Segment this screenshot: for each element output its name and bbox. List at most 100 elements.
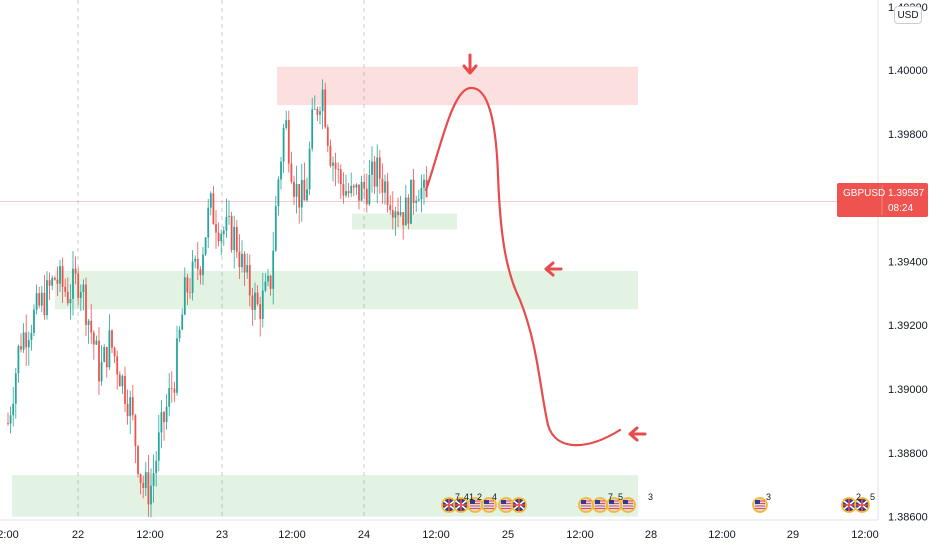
candle-body <box>311 109 314 149</box>
candle-body <box>199 269 202 276</box>
candle-body <box>209 193 212 208</box>
candle-body <box>207 207 210 238</box>
candle-body <box>48 280 51 286</box>
candle-body <box>30 332 33 341</box>
candle-body <box>376 157 379 187</box>
candle-body <box>264 281 267 291</box>
candle-body <box>272 250 275 289</box>
candle-body <box>126 403 129 417</box>
candle-body <box>173 388 176 393</box>
currency-button[interactable]: USD <box>894 6 922 24</box>
event-count: 41 <box>464 492 474 502</box>
time-axis[interactable]: 2:00 22 12:00 23 12:00 24 12:00 25 12:00 28 12:00 2… <box>0 519 879 541</box>
countdown-label: 08:24 <box>888 203 913 214</box>
us-flag-icon[interactable] <box>620 497 636 513</box>
demand-zone <box>352 213 457 230</box>
candle-body <box>25 332 28 348</box>
candle-body <box>66 291 69 304</box>
candle-body <box>332 162 334 166</box>
candle-body <box>111 330 113 348</box>
candle-body <box>274 206 277 251</box>
price-axis[interactable]: 1.386001.388001.390001.392001.394001.396… <box>877 0 928 524</box>
candle-body <box>342 184 345 196</box>
price-tick-label: 1.38800 <box>888 448 928 460</box>
uk-flag-icon[interactable] <box>841 497 857 513</box>
candle-body <box>150 485 152 505</box>
candle-body <box>407 197 410 224</box>
candle-body <box>326 127 329 146</box>
candle-body <box>79 292 82 298</box>
candle-body <box>290 163 293 182</box>
price-tick-label: 1.39800 <box>888 129 928 141</box>
candle-body <box>337 169 340 170</box>
symbol-label: GBPUSD <box>843 188 885 199</box>
candle-body <box>124 375 126 404</box>
candle-body <box>72 268 74 299</box>
candle-body <box>352 185 355 188</box>
us-flag-icon[interactable] <box>592 497 608 513</box>
candle-body <box>248 265 251 296</box>
candle-body <box>189 292 191 294</box>
us-flag-icon[interactable] <box>578 497 594 513</box>
candle-body <box>285 120 288 128</box>
us-flag-icon[interactable] <box>481 497 497 513</box>
event-count: 7 <box>608 492 613 502</box>
candle-body <box>38 293 41 306</box>
candle-body <box>170 388 173 389</box>
event-count: 5 <box>618 492 623 502</box>
uk-flag-icon[interactable] <box>511 497 527 513</box>
time-tick-label: 25 <box>502 529 514 541</box>
candle-body <box>59 266 61 284</box>
us-flag-icon[interactable] <box>752 497 768 513</box>
candle-body <box>298 184 301 208</box>
uk-flag-icon[interactable] <box>854 497 870 513</box>
candle-body <box>251 295 254 310</box>
time-tick-label: 2:00 <box>0 529 19 541</box>
candle-body <box>371 161 373 175</box>
candle-body <box>191 261 194 293</box>
candle-body <box>7 423 9 424</box>
event-markers[interactable]: 7 41 2 4 7 5 3 3 2 5 <box>441 492 875 513</box>
candle-body <box>46 280 48 316</box>
candle-body <box>293 181 295 197</box>
candle-body <box>183 277 186 315</box>
candle-body <box>368 174 371 205</box>
candle-body <box>77 273 80 298</box>
candle-body <box>241 253 243 268</box>
candle-body <box>43 292 46 316</box>
us-flag-icon[interactable] <box>498 497 514 513</box>
time-tick-label: 12:00 <box>566 529 594 541</box>
candle-body <box>103 346 106 362</box>
candle-body <box>277 179 280 207</box>
candle-body <box>256 292 259 305</box>
candle-body <box>147 472 150 505</box>
candle-body <box>90 320 93 333</box>
price-tick-label: 1.40000 <box>888 65 928 77</box>
candle-body <box>61 266 64 287</box>
candle-body <box>53 277 56 280</box>
candle-body <box>389 205 392 210</box>
candle-body <box>196 258 199 270</box>
candle-body <box>282 127 285 162</box>
candle-body <box>412 179 415 203</box>
candle-body <box>254 292 256 310</box>
candle-body <box>14 373 17 404</box>
candle-body <box>100 361 103 382</box>
candle-body <box>222 230 225 234</box>
candle-body <box>155 460 158 474</box>
candle-body <box>397 211 399 215</box>
us-flag-icon[interactable] <box>606 497 622 513</box>
candle-body <box>347 191 350 194</box>
candle-body <box>423 179 425 188</box>
candle-body <box>95 340 98 345</box>
candles <box>7 79 428 518</box>
time-tick-label: 28 <box>645 529 657 541</box>
candle-body <box>415 200 418 203</box>
candle-body <box>334 162 337 170</box>
candle-body <box>131 397 134 416</box>
candle-body <box>85 284 87 325</box>
candle-body <box>137 446 139 475</box>
uk-flag-icon[interactable] <box>453 497 469 513</box>
down-arrow-icon <box>462 53 478 75</box>
